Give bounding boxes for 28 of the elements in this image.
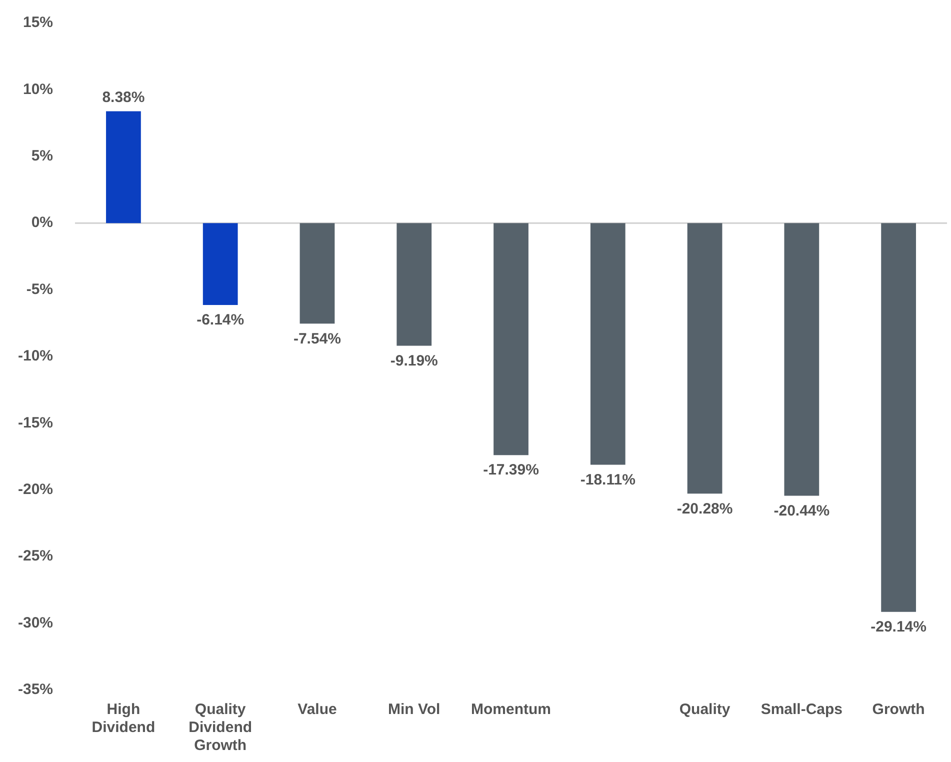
y-tick-label: -20% — [18, 481, 54, 498]
x-tick-label: Small-Caps — [760, 701, 843, 718]
data-label: -18.11% — [580, 471, 636, 488]
y-tick-label: -15% — [18, 414, 54, 432]
data-label: -17.39% — [483, 462, 539, 479]
y-tick-label: 5% — [31, 148, 54, 165]
y-tick-label: 15% — [22, 14, 54, 32]
y-tick-label: -5% — [26, 280, 54, 298]
data-label: -20.44% — [774, 502, 830, 520]
y-tick-label: -25% — [18, 548, 54, 565]
y-tick-label: -35% — [18, 681, 54, 698]
y-tick-label: 0% — [31, 214, 54, 232]
data-label: -7.54% — [293, 330, 341, 348]
x-tick-label: Value — [298, 701, 337, 718]
x-tick-label: Quality Dividend Growth — [188, 701, 252, 754]
x-tick-label: High Dividend — [92, 701, 156, 736]
data-label: 8.38% — [102, 88, 145, 106]
data-label: -20.28% — [676, 500, 733, 518]
x-tick-label: Growth — [872, 701, 925, 718]
data-label: -9.19% — [390, 352, 438, 370]
y-tick-label: 10% — [22, 80, 54, 98]
y-tick-label: -30% — [18, 614, 54, 632]
y-tick-label: -10% — [18, 348, 54, 365]
x-tick-label: Momentum — [471, 701, 552, 718]
data-label: -29.14% — [870, 618, 926, 636]
x-tick-label: Quality — [679, 701, 731, 718]
data-label: -6.14% — [196, 312, 244, 329]
x-tick-label: Min Vol — [388, 701, 440, 718]
